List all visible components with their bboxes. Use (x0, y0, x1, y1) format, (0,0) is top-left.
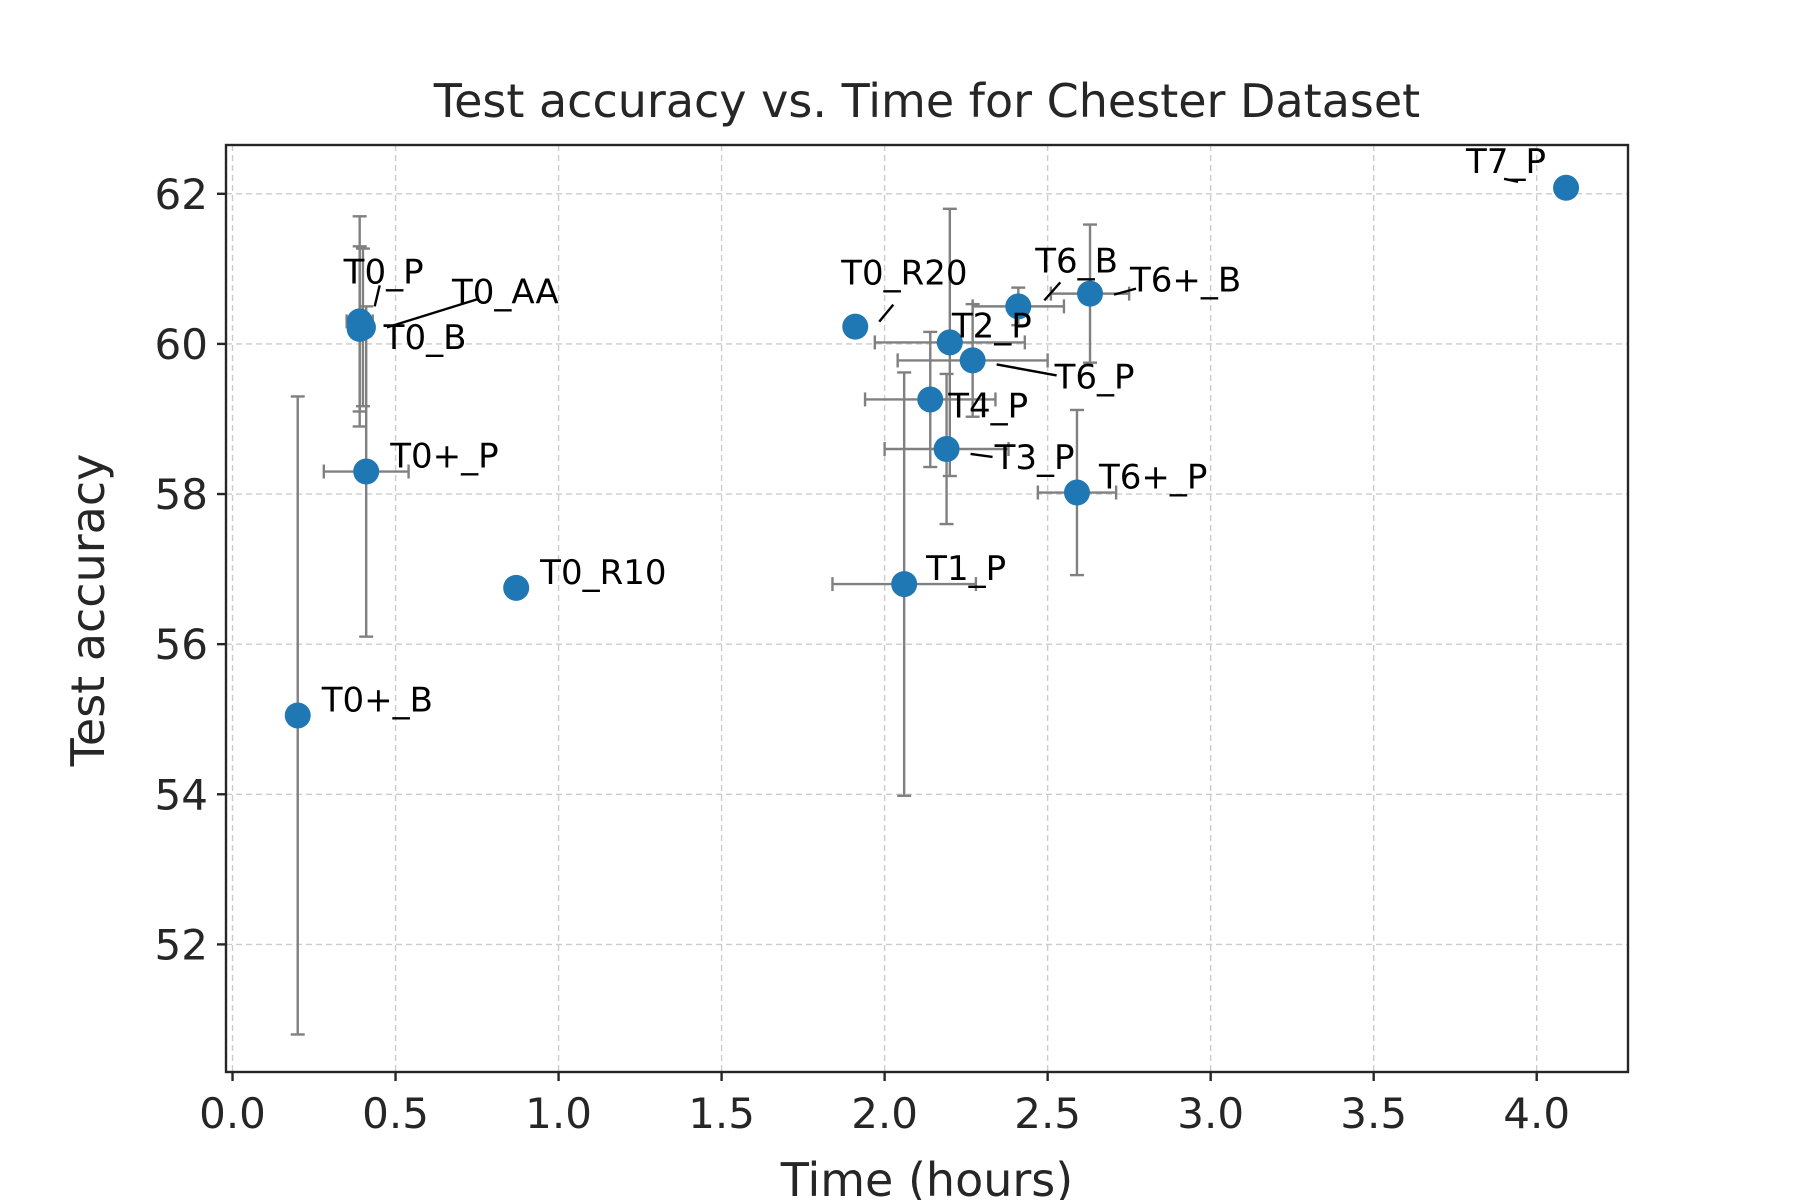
y-axis-ticks: 52 54 56 58 60 62 (155, 170, 226, 969)
y-tick-label: 52 (155, 920, 208, 969)
point-label: T2_P (951, 306, 1032, 346)
point-label: T0_R20 (840, 254, 967, 294)
point-label: T0_P (343, 252, 424, 292)
grid-lines (226, 145, 1628, 1072)
point-label: T0_B (383, 318, 467, 358)
point-label: T3_P (994, 438, 1075, 478)
x-tick-label: 2.5 (1014, 1089, 1081, 1138)
y-tick-label: 54 (155, 770, 208, 819)
data-point (1553, 174, 1580, 201)
data-point (936, 329, 963, 356)
data-point (346, 315, 373, 342)
y-tick-label: 62 (155, 170, 208, 219)
point-label: T1_P (925, 549, 1006, 589)
label-leader-line (970, 452, 993, 459)
point-label: T7_P (1465, 142, 1546, 182)
y-tick-label: 58 (155, 470, 208, 519)
x-tick-label: 0.5 (362, 1089, 429, 1138)
x-tick-label: 1.0 (525, 1089, 592, 1138)
label-leader-line (373, 285, 381, 307)
data-point (284, 702, 311, 729)
label-leader-line (1503, 177, 1519, 183)
y-tick-label: 60 (155, 320, 208, 369)
point-labels: T0_PT0_AAT0_BT0+_PT0_R10T0+_BT0_R20T2_PT… (321, 142, 1546, 721)
x-tick-label: 3.0 (1177, 1089, 1244, 1138)
label-leader-line (996, 363, 1057, 377)
data-point (353, 458, 380, 485)
point-label: T0_R10 (539, 553, 666, 593)
y-tick-label: 56 (155, 620, 208, 669)
label-leader-line (878, 303, 895, 323)
point-label: T0_AA (451, 272, 559, 312)
point-label: T6+_B (1129, 261, 1241, 301)
data-point (959, 347, 986, 374)
data-point (503, 574, 530, 601)
x-axis-ticks: 0.0 0.5 1.0 1.5 2.0 2.5 3.0 3.5 4.0 (199, 1072, 1570, 1138)
data-point (1063, 479, 1090, 506)
data-point (842, 313, 869, 340)
chart-title: Test accuracy vs. Time for Chester Datas… (433, 74, 1420, 128)
x-axis-label: Time (hours) (780, 1153, 1073, 1200)
plot-frame (224, 143, 1630, 1074)
point-label: T6+_P (1098, 458, 1207, 498)
label-leader-line (1113, 287, 1137, 296)
x-tick-label: 1.5 (688, 1089, 755, 1138)
data-point (917, 386, 944, 413)
data-points (284, 174, 1580, 729)
y-axis-label: Test accuracy (61, 454, 115, 768)
point-label: T0+_P (389, 437, 498, 477)
label-leader-lines (373, 177, 1519, 459)
label-leader-line (386, 298, 478, 329)
data-point (1005, 293, 1032, 320)
point-label: T4_P (947, 386, 1028, 426)
x-tick-label: 2.0 (851, 1089, 918, 1138)
label-leader-line (1043, 281, 1062, 302)
data-point (1077, 280, 1104, 307)
x-tick-label: 3.5 (1340, 1089, 1407, 1138)
data-point (891, 571, 918, 598)
x-tick-label: 4.0 (1503, 1089, 1570, 1138)
point-label: T0+_B (321, 680, 433, 720)
data-point (933, 435, 960, 462)
point-label: T6_B (1034, 241, 1118, 281)
point-label: T6_P (1054, 357, 1135, 397)
x-tick-label: 0.0 (199, 1089, 266, 1138)
